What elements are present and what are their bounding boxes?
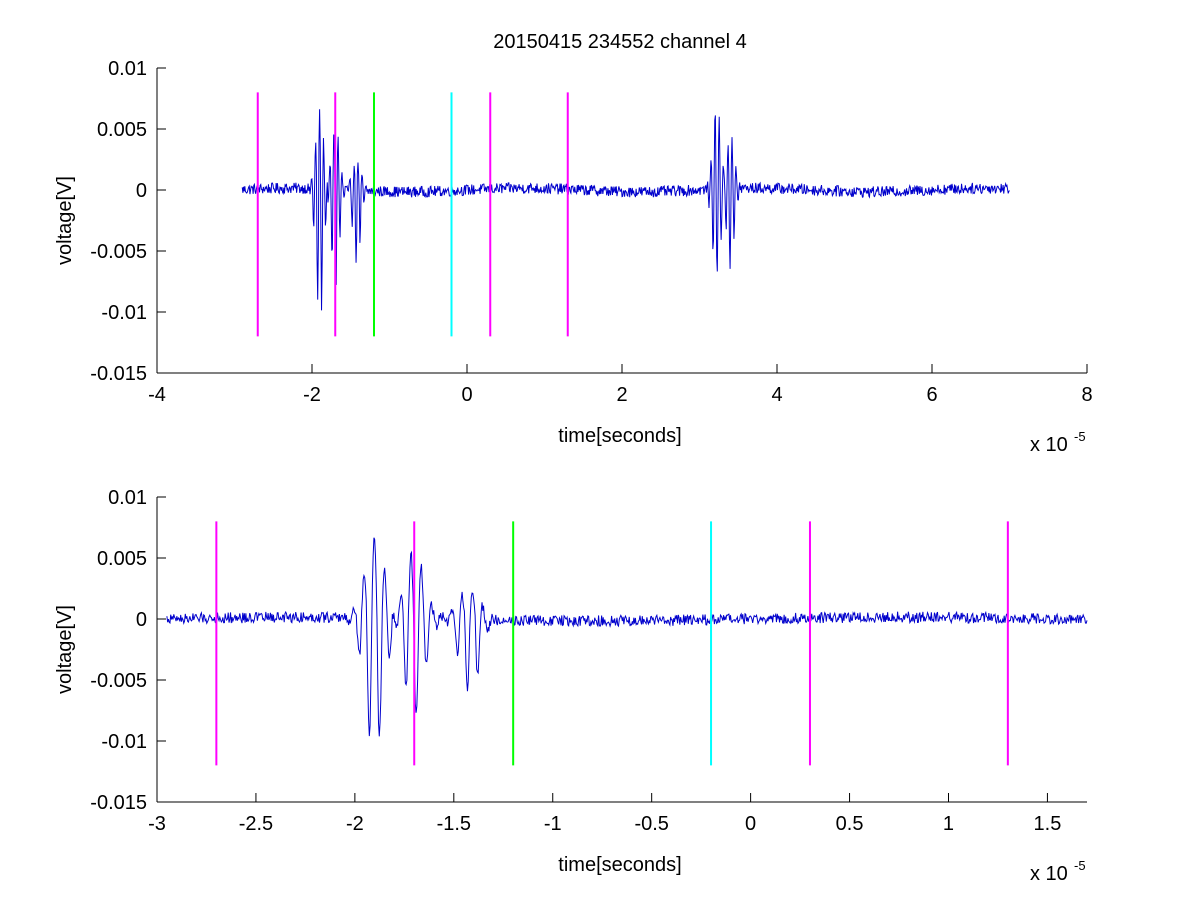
x-exponent-power: -5: [1074, 858, 1086, 873]
y-tick-label: -0.015: [90, 792, 147, 814]
x-tick-label: 0.5: [836, 813, 864, 835]
y-tick-label: 0: [136, 180, 147, 202]
y-tick-label: -0.005: [90, 670, 147, 692]
x-tick-label: 0: [745, 813, 756, 835]
x-tick-label: 0: [461, 384, 472, 406]
y-tick-label: 0.005: [97, 119, 147, 141]
signal-trace: [166, 537, 1088, 737]
x-tick-label: 4: [771, 384, 782, 406]
x-tick-label: -0.5: [634, 813, 668, 835]
x-axis-label: time[seconds]: [558, 854, 681, 876]
figure-title: 20150415 234552 channel 4: [493, 31, 747, 53]
x-tick-label: -1: [544, 813, 562, 835]
signal-trace: [241, 109, 1010, 311]
x-tick-label: -1.5: [437, 813, 471, 835]
y-tick-label: -0.01: [101, 302, 147, 324]
x-tick-label: -2: [346, 813, 364, 835]
y-axis-label: voltage[V]: [54, 605, 76, 694]
plot-top: 0.01 0.005 0 -0.005 -0.01 -0.015-4 -2 0 2 4 6 8 time…: [54, 58, 1093, 456]
x-tick-label: -2.5: [239, 813, 273, 835]
x-tick-label: -4: [148, 384, 166, 406]
x-tick-label: 6: [926, 384, 937, 406]
x-tick-label: -3: [148, 813, 166, 835]
x-exponent-label: x 10: [1030, 863, 1068, 885]
y-tick-label: 0.005: [97, 548, 147, 570]
plot-bottom: 0.01 0.005 0 -0.005 -0.01 -0.015-3 -2.5 -2 -1.5 -…: [54, 487, 1088, 885]
x-exponent-power: -5: [1074, 429, 1086, 444]
y-tick-label: 0.01: [108, 487, 147, 509]
x-tick-label: -2: [303, 384, 321, 406]
x-axis-label: time[seconds]: [558, 425, 681, 447]
x-tick-label: 1: [943, 813, 954, 835]
y-tick-label: -0.015: [90, 363, 147, 385]
x-tick-label: 1.5: [1034, 813, 1062, 835]
x-exponent-label: x 10: [1030, 434, 1068, 456]
y-tick-label: -0.01: [101, 731, 147, 753]
y-tick-label: -0.005: [90, 241, 147, 263]
x-tick-label: 8: [1081, 384, 1092, 406]
y-tick-label: 0.01: [108, 58, 147, 80]
y-axis-label: voltage[V]: [54, 176, 76, 265]
y-tick-label: 0: [136, 609, 147, 631]
x-tick-label: 2: [616, 384, 627, 406]
